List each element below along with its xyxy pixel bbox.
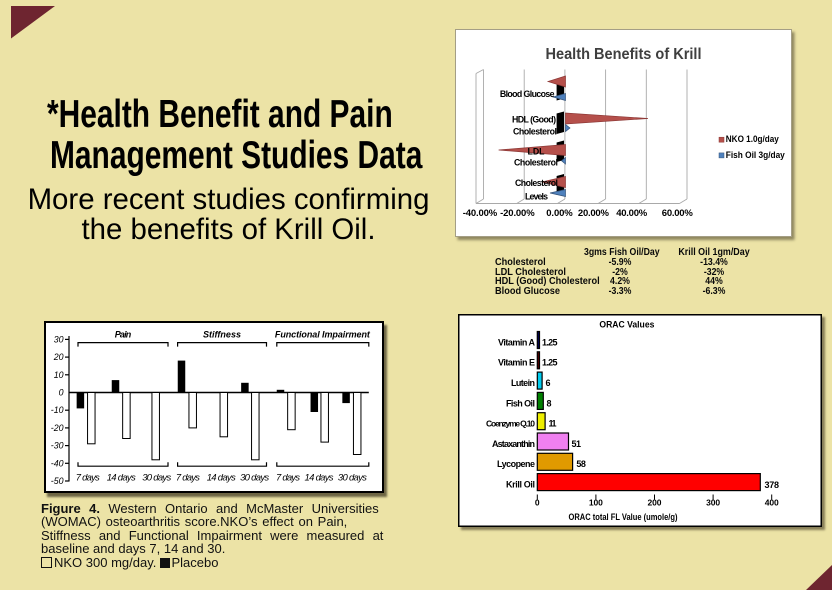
svg-text:Coenzyme Q.10: Coenzyme Q.10: [486, 419, 535, 429]
svg-text:ORAC Values: ORAC Values: [599, 320, 654, 331]
svg-text:378: 378: [765, 480, 780, 490]
svg-text:-20.00%: -20.00%: [500, 208, 535, 219]
svg-text:NKO 1.0g/day: NKO 1.0g/day: [726, 134, 779, 144]
svg-text:1.25: 1.25: [542, 337, 558, 347]
svg-text:14 days: 14 days: [305, 473, 334, 484]
svg-text:LDL: LDL: [528, 147, 546, 157]
svg-text:60.00%: 60.00%: [662, 208, 694, 219]
svg-text:11: 11: [549, 419, 557, 429]
svg-text:30: 30: [54, 334, 64, 344]
svg-text:Blood Glucose: Blood Glucose: [500, 89, 555, 99]
svg-text:100: 100: [589, 498, 603, 508]
svg-text:-20: -20: [51, 423, 64, 433]
svg-text:14 days: 14 days: [107, 473, 136, 484]
svg-text:6: 6: [546, 378, 551, 388]
svg-text:200: 200: [648, 498, 662, 508]
svg-text:7 days: 7 days: [176, 473, 200, 484]
svg-text:1.25: 1.25: [542, 358, 558, 368]
svg-text:400: 400: [765, 498, 779, 508]
svg-text:Vitamin E: Vitamin E: [498, 358, 535, 368]
svg-text:Cholesterol: Cholesterol: [513, 127, 557, 137]
svg-text:7 days: 7 days: [276, 473, 300, 484]
svg-text:Vitamin A: Vitamin A: [498, 337, 536, 347]
svg-text:Astaxanthin: Astaxanthin: [492, 439, 535, 449]
svg-text:Levels: Levels: [525, 192, 548, 202]
svg-text:Functional Impairment: Functional Impairment: [275, 330, 371, 340]
svg-text:Pain: Pain: [115, 330, 132, 340]
svg-text:Cholesterol: Cholesterol: [515, 178, 558, 188]
svg-text:Lutein: Lutein: [511, 378, 535, 388]
svg-text:30 days: 30 days: [142, 473, 171, 484]
svg-text:20.00%: 20.00%: [578, 208, 610, 219]
svg-text:Lycopene: Lycopene: [497, 459, 535, 469]
svg-text:Cholesterol: Cholesterol: [514, 158, 558, 168]
svg-text:58: 58: [576, 459, 586, 469]
svg-text:Fish Oil: Fish Oil: [506, 398, 535, 408]
svg-text:-10: -10: [51, 405, 64, 415]
svg-text:40.00%: 40.00%: [616, 208, 648, 219]
svg-text:HDL (Good): HDL (Good): [512, 115, 556, 125]
svg-text:30 days: 30 days: [338, 473, 367, 484]
svg-text:Stiffness: Stiffness: [203, 330, 241, 340]
svg-text:300: 300: [706, 498, 720, 508]
svg-text:Health Benefits of Krill: Health Benefits of Krill: [546, 46, 702, 63]
svg-text:ORAC total FL Value (umole/g): ORAC total FL Value (umole/g): [569, 512, 678, 522]
svg-text:14 days: 14 days: [207, 473, 236, 484]
svg-text:-40: -40: [51, 458, 64, 468]
svg-text:Krill Oil: Krill Oil: [506, 480, 535, 490]
svg-text:0.00%: 0.00%: [546, 208, 573, 219]
svg-text:0: 0: [535, 498, 540, 508]
svg-text:-40.00%: -40.00%: [463, 208, 498, 219]
svg-text:20: 20: [53, 352, 64, 362]
svg-text:-30: -30: [51, 441, 64, 451]
svg-text:10: 10: [54, 370, 64, 380]
svg-text:51: 51: [572, 439, 582, 449]
svg-text:Fish Oil 3g/day: Fish Oil 3g/day: [726, 150, 785, 160]
svg-text:-50: -50: [51, 476, 64, 486]
svg-text:8: 8: [547, 398, 552, 408]
svg-text:7 days: 7 days: [76, 473, 100, 484]
svg-text:30 days: 30 days: [240, 473, 269, 484]
svg-text:0: 0: [59, 388, 64, 398]
